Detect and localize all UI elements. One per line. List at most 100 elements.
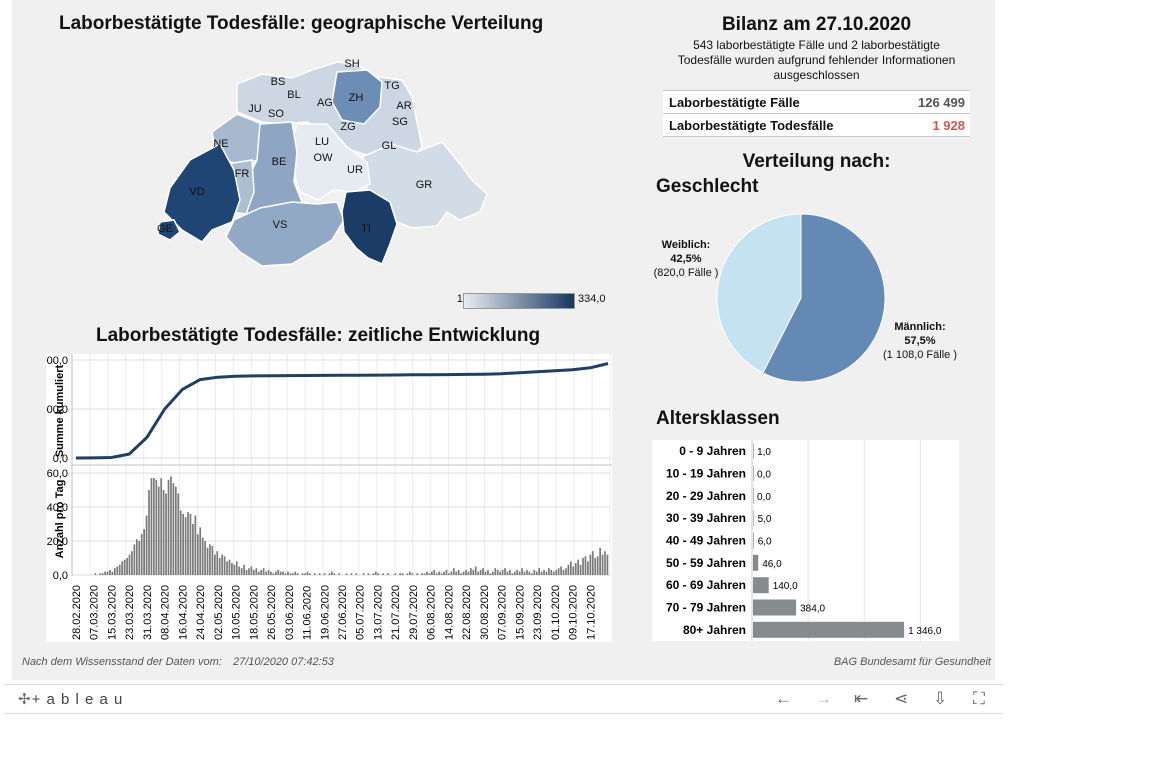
daily-bar[interactable] [109,569,111,575]
daily-bar[interactable] [301,573,304,575]
daily-bar[interactable] [431,571,433,575]
daily-bar[interactable] [484,571,487,575]
daily-bar[interactable] [457,569,460,575]
daily-bar[interactable] [296,573,299,575]
daily-bar[interactable] [599,547,601,575]
daily-bar[interactable] [501,569,504,575]
daily-bar[interactable] [233,564,236,575]
daily-bar[interactable] [387,573,389,575]
daily-bar[interactable] [526,569,528,575]
daily-bar[interactable] [201,537,204,575]
daily-bar[interactable] [474,566,477,576]
daily-bar[interactable] [460,573,462,575]
daily-bar[interactable] [138,541,141,575]
daily-bar[interactable] [516,569,519,575]
daily-bars[interactable] [94,476,609,576]
daily-bar[interactable] [496,569,499,575]
daily-bar[interactable] [294,571,297,575]
daily-bar[interactable] [257,571,260,575]
daily-bar[interactable] [170,476,172,575]
daily-bar[interactable] [479,569,482,575]
daily-bar[interactable] [172,483,175,575]
age-bar[interactable] [753,621,905,638]
daily-bar[interactable] [99,573,102,575]
daily-bar[interactable] [248,568,250,575]
daily-bar[interactable] [591,551,594,575]
daily-bar[interactable] [287,571,289,575]
daily-bar[interactable] [274,571,277,575]
daily-bar[interactable] [423,573,426,575]
daily-bar[interactable] [467,571,470,575]
daily-bar[interactable] [438,571,441,575]
daily-bar[interactable] [455,571,458,575]
daily-bar[interactable] [406,573,409,575]
daily-bar[interactable] [121,561,124,575]
revert-icon[interactable]: ⇤ [854,689,869,708]
daily-bar[interactable] [552,571,555,575]
daily-bar[interactable] [567,564,570,575]
daily-bar[interactable] [472,569,475,575]
daily-bar[interactable] [440,573,443,575]
daily-bar[interactable] [262,568,265,575]
daily-bar[interactable] [601,554,604,575]
daily-bar[interactable] [238,566,241,576]
daily-bar[interactable] [143,529,145,575]
daily-bar[interactable] [584,556,587,575]
tableau-logo[interactable]: ✢+ a b l e a u [18,690,123,708]
daily-bar[interactable] [240,568,243,575]
daily-bar[interactable] [213,554,216,575]
daily-bar[interactable] [416,573,419,575]
age-bar[interactable] [753,487,754,504]
daily-bar[interactable] [270,571,272,575]
daily-bar[interactable] [377,573,380,575]
daily-bar[interactable] [487,569,489,575]
daily-bar[interactable] [565,568,567,575]
pie-slice-maennlich[interactable] [762,213,886,383]
daily-bar[interactable] [477,571,480,575]
daily-bar[interactable] [118,564,121,575]
daily-bar[interactable] [250,566,253,576]
daily-bar[interactable] [465,569,467,575]
daily-bar[interactable] [548,568,550,575]
daily-bar[interactable] [491,571,494,575]
daily-bar[interactable] [106,571,109,575]
daily-bar[interactable] [350,573,353,575]
daily-bar[interactable] [433,569,436,575]
age-rows[interactable]: 0 - 9 Jahren 1,0 10 - 19 Jahren 0,0 20 - 29 … [666,443,942,638]
daily-bar[interactable] [401,573,404,575]
daily-bar[interactable] [267,569,270,575]
daily-bar[interactable] [140,534,143,575]
timeline-chart[interactable]: Summe kumuliert Anzahl pro Tag 2 000,0 1 … [46,354,612,642]
daily-bar[interactable] [582,558,584,575]
daily-bar[interactable] [362,573,365,575]
daily-bar[interactable] [157,486,160,575]
daily-bar[interactable] [494,568,497,575]
daily-bar[interactable] [145,515,148,576]
region-vs[interactable] [225,201,345,267]
daily-bar[interactable] [277,569,280,575]
daily-bar[interactable] [223,556,226,575]
age-bar[interactable] [753,510,754,527]
daily-bar[interactable] [562,569,565,575]
daily-bar[interactable] [345,573,348,575]
daily-bar[interactable] [445,569,448,575]
daily-bar[interactable] [511,573,514,575]
daily-bar[interactable] [594,558,597,575]
daily-bar[interactable] [153,478,155,575]
daily-bar[interactable] [282,571,284,575]
age-bar[interactable] [753,443,754,460]
daily-bar[interactable] [253,569,255,575]
redo-icon[interactable]: → [815,689,832,708]
daily-bar[interactable] [545,571,548,575]
daily-bar[interactable] [572,566,575,576]
daily-bar[interactable] [101,573,104,575]
daily-bar[interactable] [533,569,536,575]
daily-bar[interactable] [179,510,182,575]
daily-bar[interactable] [499,571,501,575]
daily-bar[interactable] [421,573,423,575]
age-bar[interactable] [753,465,754,482]
undo-icon[interactable]: ← [775,689,792,708]
daily-bar[interactable] [569,561,572,575]
download-icon[interactable]: ⇩ [933,689,948,708]
daily-bar[interactable] [196,534,199,575]
